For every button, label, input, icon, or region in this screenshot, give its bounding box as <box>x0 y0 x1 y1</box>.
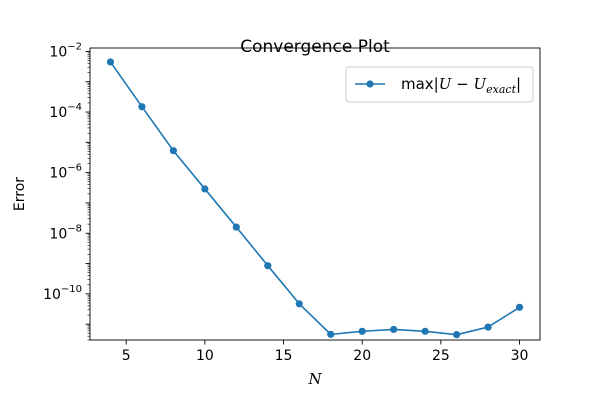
data-point <box>484 323 492 331</box>
legend-box <box>345 66 534 103</box>
y-tick-base: 10 <box>49 226 67 242</box>
data-point <box>232 223 240 231</box>
legend-marker <box>366 80 374 88</box>
y-tick-base: 10 <box>49 166 67 182</box>
y-tick-exponent: −2 <box>67 41 82 52</box>
data-point <box>201 185 209 193</box>
x-tick-label: 15 <box>275 348 293 364</box>
data-point <box>421 327 429 335</box>
legend: max|U − Uexact| <box>345 66 534 103</box>
x-tick-label: 5 <box>122 348 131 364</box>
x-axis-label: N <box>307 370 322 388</box>
legend-var: U <box>439 75 453 93</box>
x-tick-label: 25 <box>432 348 450 364</box>
legend-label: max|U − Uexact| <box>401 75 521 96</box>
y-tick-label: 10−8 <box>49 223 82 242</box>
y-tick-label: 10−6 <box>49 163 82 182</box>
y-tick-exponent: −4 <box>67 102 82 113</box>
plot-frame <box>89 47 541 341</box>
data-point <box>264 262 272 270</box>
y-tick-base: 10 <box>49 105 67 121</box>
data-point <box>169 147 177 155</box>
y-tick-label: 10−4 <box>49 102 82 121</box>
legend-prefix: max| <box>401 75 439 93</box>
y-tick-label: 10−10 <box>43 284 82 303</box>
data-point <box>138 103 146 111</box>
data-point <box>358 327 366 335</box>
legend-subscript: exact <box>486 83 516 96</box>
x-tick-label: 10 <box>196 348 214 364</box>
series-layer <box>106 58 524 339</box>
x-axis-ticks: 5 10 15 20 25 30 <box>122 340 529 364</box>
y-tick-exponent: −6 <box>67 163 82 174</box>
data-point <box>390 325 398 334</box>
legend-suffix: | <box>516 75 521 93</box>
y-tick-base: 10 <box>43 287 61 303</box>
data-point <box>327 330 335 338</box>
series-line <box>109 61 520 336</box>
y-tick-label: 10−2 <box>49 41 82 60</box>
y-tick-exponent: −8 <box>67 223 82 234</box>
y-tick-base: 10 <box>49 44 67 60</box>
data-point <box>106 58 115 66</box>
y-axis-label: Error <box>12 177 28 211</box>
data-point <box>295 300 303 308</box>
legend-var-2: U <box>474 75 488 93</box>
y-axis-ticks: 10−210−410−610−810−10 <box>43 41 90 341</box>
chart-title: Convergence Plot <box>240 37 390 57</box>
x-tick-label: 30 <box>511 348 529 364</box>
data-point <box>515 303 524 311</box>
x-tick-label: 20 <box>353 348 371 364</box>
legend-minus: − <box>451 75 473 93</box>
data-point <box>453 331 461 339</box>
y-tick-exponent: −10 <box>61 284 82 295</box>
